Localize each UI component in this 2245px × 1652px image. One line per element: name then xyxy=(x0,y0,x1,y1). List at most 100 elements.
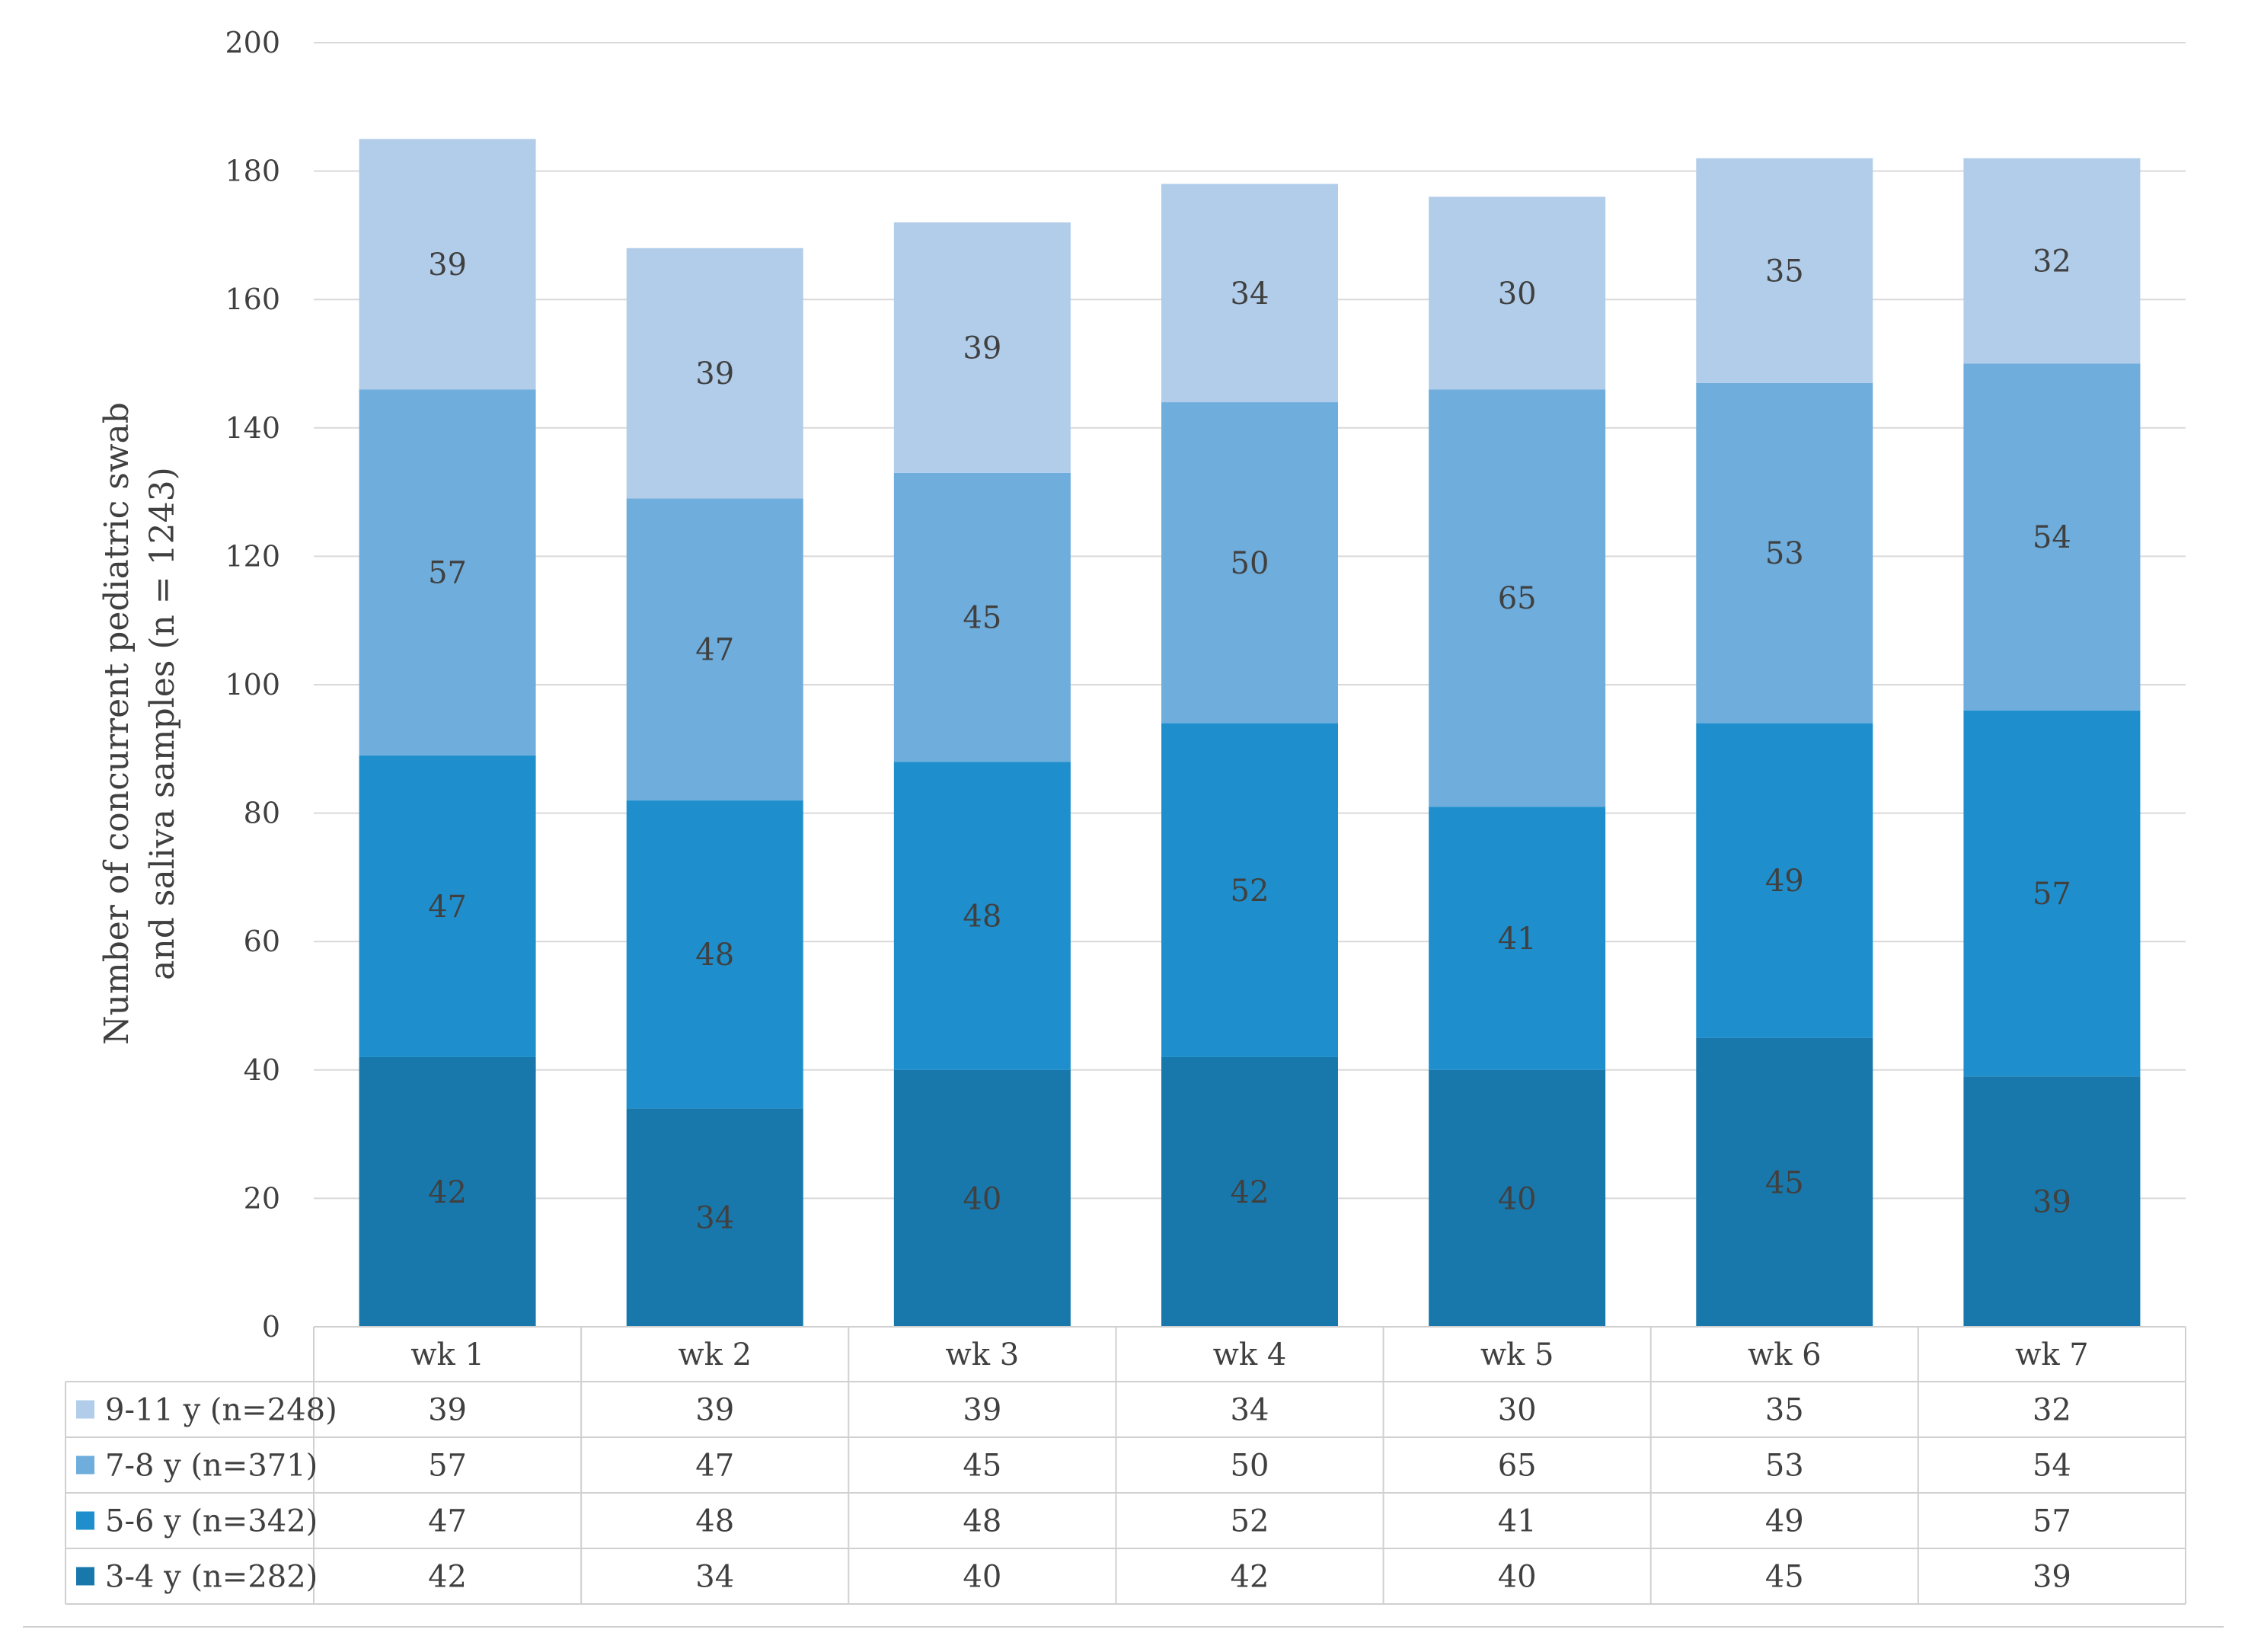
table-cell: 40 xyxy=(1498,1560,1537,1595)
data-label: 34 xyxy=(695,1201,734,1236)
data-label: 42 xyxy=(428,1175,467,1210)
bar-segment xyxy=(893,472,1071,762)
x-category-label: wk 7 xyxy=(2015,1337,2089,1372)
bar-segment xyxy=(626,498,803,800)
x-category-label: wk 3 xyxy=(946,1337,1020,1372)
bar-segment xyxy=(1696,158,1873,383)
y-axis-ticks: 0 20 40 60 80 100 120 140 160 180 200 xyxy=(225,26,280,1344)
table-cell: 39 xyxy=(428,1393,467,1428)
y-tick-label: 40 xyxy=(244,1053,280,1087)
table-cell: 57 xyxy=(2033,1504,2071,1539)
y-axis-title: Number of concurrent pediatric swab xyxy=(97,402,136,1045)
table-cell: 32 xyxy=(2033,1393,2071,1428)
bar-segment xyxy=(1696,382,1873,724)
y-tick-label: 100 xyxy=(225,668,280,701)
data-label: 52 xyxy=(1231,874,1269,909)
x-category-label: wk 1 xyxy=(410,1337,484,1372)
bar-segment xyxy=(359,1056,536,1327)
bar-segment xyxy=(626,800,803,1109)
x-category-label: wk 5 xyxy=(1480,1337,1554,1372)
legend-label: 9-11 y (n=248) xyxy=(105,1393,337,1428)
bar-segment xyxy=(893,762,1071,1070)
table-cell: 52 xyxy=(1231,1504,1269,1539)
table-cell: 53 xyxy=(1765,1449,1804,1484)
bar-segment xyxy=(1161,184,1338,403)
table-cell: 42 xyxy=(1231,1560,1269,1595)
bar-segment xyxy=(626,248,803,499)
data-label: 57 xyxy=(428,555,467,590)
bar-segment xyxy=(893,1069,1071,1327)
table-cell: 50 xyxy=(1231,1449,1269,1484)
y-tick-label: 180 xyxy=(225,155,280,188)
data-label: 49 xyxy=(1765,864,1804,899)
table-cell: 47 xyxy=(695,1449,734,1484)
legend-swatch xyxy=(76,1455,94,1475)
y-axis-label: Number of concurrent pediatric swab and s… xyxy=(97,402,182,1045)
data-label: 35 xyxy=(1765,254,1804,289)
bar-segment xyxy=(359,755,536,1057)
y-tick-label: 200 xyxy=(225,26,280,59)
x-category-label: wk 4 xyxy=(1213,1337,1287,1372)
y-tick-label: 60 xyxy=(244,925,280,958)
legend-label: 3-4 y (n=282) xyxy=(105,1560,318,1595)
data-label: 57 xyxy=(2033,877,2071,912)
bar-segment xyxy=(1429,1069,1606,1327)
data-label: 41 xyxy=(1498,922,1537,957)
legend-swatch xyxy=(76,1511,94,1530)
bar-segment xyxy=(626,1108,803,1327)
bar-segment xyxy=(1963,363,2141,711)
bar-segment xyxy=(359,389,536,756)
table-cell: 42 xyxy=(428,1560,467,1595)
bar-segment xyxy=(1161,723,1338,1057)
data-label: 34 xyxy=(1231,276,1269,312)
data-label: 45 xyxy=(963,600,1001,635)
legend-label: 5-6 y (n=342) xyxy=(105,1504,318,1539)
data-label: 47 xyxy=(695,633,734,668)
table-cell: 41 xyxy=(1498,1504,1537,1539)
table-cell: 30 xyxy=(1498,1393,1537,1428)
y-tick-label: 80 xyxy=(244,797,280,830)
table-cell: 40 xyxy=(963,1560,1001,1595)
bars xyxy=(359,139,2141,1327)
data-label: 48 xyxy=(963,899,1001,934)
data-labels: 42 47 57 39 34 48 47 39 40 48 45 39 42 52 50 34 40 41 65 30… xyxy=(428,244,2071,1236)
table-cell: 48 xyxy=(695,1504,734,1539)
table-cell: 49 xyxy=(1765,1504,1804,1539)
data-label: 39 xyxy=(428,248,467,283)
data-label: 54 xyxy=(2033,520,2071,555)
data-label: 39 xyxy=(963,331,1001,366)
bar-segment xyxy=(1696,1037,1873,1327)
y-tick-label: 120 xyxy=(225,539,280,573)
table-cell: 39 xyxy=(2033,1560,2071,1595)
table-cell: 34 xyxy=(695,1560,734,1595)
x-category-label: wk 2 xyxy=(678,1337,752,1372)
data-label: 32 xyxy=(2033,244,2071,280)
y-tick-label: 140 xyxy=(225,411,280,445)
table-cell: 47 xyxy=(428,1504,467,1539)
data-label: 30 xyxy=(1498,276,1537,312)
bar-segment xyxy=(1429,807,1606,1070)
bar-segment xyxy=(893,222,1071,473)
table-cell: 45 xyxy=(963,1449,1001,1484)
data-label: 48 xyxy=(695,938,734,973)
data-label: 40 xyxy=(1498,1181,1537,1216)
legend-swatch xyxy=(76,1567,94,1586)
table-cell: 35 xyxy=(1765,1393,1804,1428)
legend-swatch xyxy=(76,1400,94,1419)
table-cell: 48 xyxy=(963,1504,1001,1539)
bar-segment xyxy=(1429,197,1606,390)
bar-segment xyxy=(1963,710,2141,1077)
table-cell: 39 xyxy=(695,1393,734,1428)
data-label: 53 xyxy=(1765,536,1804,571)
data-label: 50 xyxy=(1231,546,1269,581)
bar-segment xyxy=(1963,1076,2141,1327)
data-label: 42 xyxy=(1231,1175,1269,1210)
data-label: 39 xyxy=(2033,1185,2071,1220)
x-category-label: wk 6 xyxy=(1748,1337,1822,1372)
bar-segment xyxy=(359,139,536,390)
y-tick-label: 20 xyxy=(244,1181,280,1215)
data-table: wk 1 wk 2 wk 3 wk 4 wk 5 wk 6 wk 7 9-11 y (n=24… xyxy=(23,1326,2224,1628)
bar-segment xyxy=(1696,723,1873,1038)
